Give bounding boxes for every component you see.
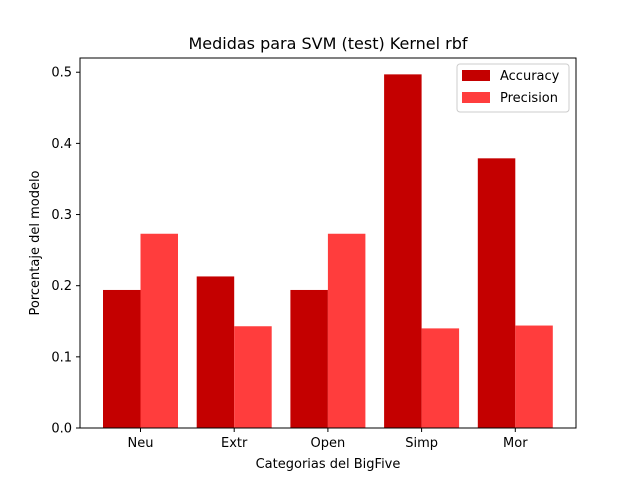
y-axis: 0.0 0.1 0.2 0.3 0.4 0.5 [51, 66, 80, 437]
x-tick-label: Simp [405, 436, 438, 451]
bar-precision-extr [234, 326, 272, 428]
x-axis: Neu Extr Open Simp Mor [128, 428, 528, 451]
bar-accuracy-simp [384, 74, 422, 428]
x-tick-label: Mor [503, 436, 528, 451]
bar-accuracy-extr [196, 276, 235, 428]
x-tick-label: Neu [128, 436, 154, 451]
bars-group [103, 74, 553, 429]
legend: Accuracy Precision [456, 63, 570, 113]
legend-label-precision: Precision [500, 91, 558, 106]
y-tick-label: 0.3 [51, 208, 72, 223]
bar-precision-open [327, 233, 366, 428]
y-tick-label: 0.1 [51, 350, 72, 365]
bar-accuracy-neu [103, 289, 141, 428]
y-tick-label: 0.0 [51, 422, 72, 437]
legend-label-accuracy: Accuracy [500, 69, 560, 84]
x-tick-label: Extr [221, 436, 248, 451]
y-tick-label: 0.2 [51, 279, 72, 294]
legend-swatch-accuracy [462, 70, 490, 81]
bar-precision-neu [140, 233, 178, 428]
y-axis-title: Porcentaje del modelo [28, 170, 43, 315]
bar-accuracy-open [290, 289, 328, 428]
y-tick-label: 0.5 [51, 66, 72, 81]
bar-precision-simp [421, 328, 460, 428]
legend-swatch-precision [462, 92, 490, 103]
plot-frame [79, 57, 577, 429]
chart-title: Medidas para SVM (test) Kernel rbf [188, 34, 467, 53]
y-tick-label: 0.4 [51, 137, 72, 152]
bar-precision-mor [515, 325, 553, 428]
x-tick-label: Open [311, 436, 346, 451]
x-axis-title: Categorias del BigFive [256, 457, 401, 472]
bar-accuracy-mor [477, 158, 516, 429]
